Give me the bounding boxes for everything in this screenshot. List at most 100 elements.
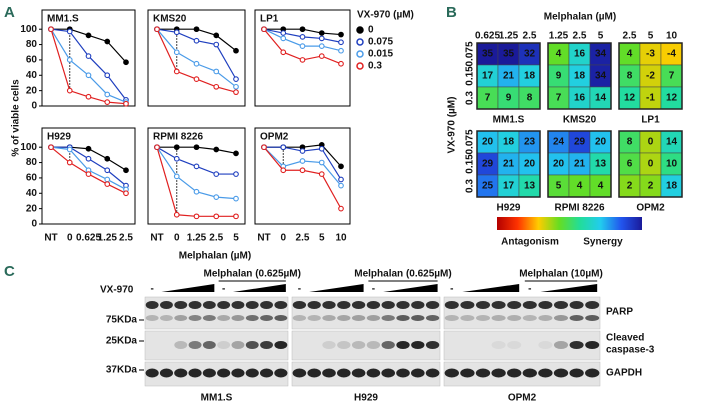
data-point	[261, 144, 267, 151]
legend-marker	[356, 50, 364, 58]
cell-label: 29	[482, 159, 494, 170]
heatmap-label: OPM2	[636, 203, 665, 214]
blot-band	[231, 368, 245, 378]
legend-label: 0.3	[368, 61, 382, 72]
blot-band	[522, 301, 537, 309]
chart-title: H929	[47, 132, 71, 143]
heatmap-border	[547, 42, 612, 110]
data-point	[338, 60, 344, 67]
data-point	[85, 155, 92, 162]
data-point	[104, 167, 111, 174]
data-point	[48, 144, 54, 151]
x-tick-label: 10	[335, 233, 347, 244]
legend-label: 0.015	[368, 49, 393, 60]
cell-line-label: OPM2	[508, 393, 537, 404]
data-point	[233, 47, 239, 54]
dose-wedge	[161, 284, 215, 292]
blot-band	[145, 315, 159, 321]
data-point	[233, 83, 239, 90]
blot-band	[202, 301, 216, 309]
blot-band	[188, 368, 202, 378]
plot-frame	[41, 127, 136, 225]
treatment-label: Melphalan (0.625µM)	[204, 269, 301, 280]
legend-marker	[356, 26, 364, 34]
blot-band	[188, 315, 202, 321]
data-point	[173, 29, 180, 36]
dose-wedge	[232, 284, 286, 292]
heatmap-border	[618, 42, 683, 110]
blot-band	[491, 368, 506, 378]
treatment-label: Melphalan (10µM)	[519, 269, 603, 280]
cell-label: 0	[648, 159, 654, 170]
cell-label: 17	[503, 181, 515, 192]
data-point	[193, 76, 200, 82]
data-point	[104, 176, 111, 183]
cell-label: 21	[503, 71, 515, 82]
blot-band	[174, 368, 188, 378]
blot-band	[569, 315, 584, 321]
heatmap-title: Melphalan (µM)	[544, 12, 616, 23]
cell-label: 4	[627, 49, 633, 60]
column-label: 2.5	[623, 31, 637, 42]
x-tick-label: 5	[233, 233, 239, 244]
blot-band	[507, 341, 522, 349]
data-point	[338, 47, 344, 54]
blot-band	[351, 301, 366, 309]
column-label: 0.625	[475, 31, 500, 42]
cell-label: 4	[598, 181, 604, 192]
legend-marker	[356, 62, 364, 70]
data-point	[123, 59, 129, 66]
blot-band	[460, 368, 475, 378]
cell-label: 12	[666, 93, 678, 104]
cell-label: 32	[524, 49, 536, 60]
x-tick-label: 2.5	[209, 233, 223, 244]
blot-band	[411, 301, 425, 309]
protein-label: GAPDH	[606, 368, 642, 379]
cell-label: 35	[503, 49, 515, 60]
blot-band	[217, 315, 231, 321]
blot-band	[569, 368, 584, 378]
control-label: -	[528, 284, 531, 295]
control-label: -	[222, 284, 225, 295]
data-point	[173, 144, 180, 151]
chart-title: LP1	[260, 14, 279, 25]
heatmap-border	[547, 130, 612, 198]
chart-title: OPM2	[260, 132, 289, 143]
marker-label: 25KDa	[106, 336, 138, 347]
cell-line-label: H929	[354, 393, 378, 404]
row-label: 0.15	[465, 154, 476, 174]
cell-label: 21	[503, 159, 515, 170]
data-point	[318, 30, 325, 36]
blot-band	[475, 301, 491, 309]
blot-band	[322, 368, 336, 378]
data-point	[318, 53, 325, 59]
data-point	[85, 32, 92, 39]
data-point	[85, 53, 92, 59]
heatmap-label: H929	[497, 203, 521, 214]
legend-marker	[356, 38, 364, 46]
series-line	[51, 146, 127, 187]
plot-frame	[41, 9, 136, 107]
blot-band	[217, 301, 231, 309]
cell-label: 8	[627, 137, 633, 148]
data-point	[173, 68, 180, 75]
data-point	[299, 158, 306, 164]
data-point	[104, 91, 111, 98]
treatment-label: Melphalan (0.625µM)	[354, 269, 451, 280]
control-label: -	[150, 284, 153, 295]
cell-label: 8	[627, 71, 633, 82]
blot-band	[188, 301, 202, 309]
protein-label: caspase-3	[606, 345, 655, 356]
y-tick-label: 20	[26, 203, 38, 214]
blot-band	[231, 341, 245, 349]
blot-band	[460, 301, 475, 309]
colorbar	[497, 217, 642, 230]
cell-label: 13	[524, 181, 536, 192]
cell-label: 14	[666, 137, 678, 148]
blot-band	[444, 301, 459, 309]
series-line	[50, 29, 127, 105]
data-point	[338, 39, 344, 46]
blot-band	[260, 301, 273, 309]
x-tick-label: 0	[280, 233, 286, 244]
cell-label: 23	[524, 137, 536, 148]
